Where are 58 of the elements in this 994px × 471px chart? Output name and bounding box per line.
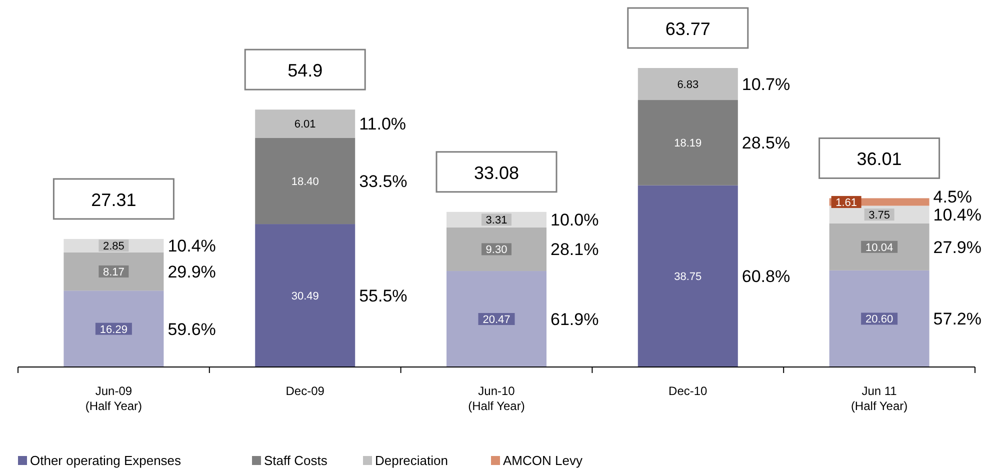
data-label: 20.60: [866, 314, 894, 326]
annotation: 55.5%: [359, 286, 408, 306]
annotation: 10.7%: [742, 75, 790, 94]
legend-label: AMCON Levy: [503, 453, 583, 468]
x-tick-label: Jun-09 (Half Year): [85, 384, 142, 413]
bar: [638, 100, 738, 186]
annotation: 33.5%: [359, 172, 408, 191]
data-label: 6.83: [677, 79, 699, 92]
data-label: 3.75: [868, 210, 890, 222]
total-label: 27.31: [91, 190, 136, 210]
annotation: 57.2%: [933, 310, 982, 329]
data-label: 10.04: [866, 242, 894, 254]
data-label: 1.61: [836, 196, 858, 209]
annotation: 28.5%: [742, 134, 790, 153]
annotation: 28.1%: [550, 240, 599, 260]
total-label: 63.77: [665, 19, 710, 39]
x-tick-label: Dec-09: [286, 384, 325, 398]
bar: [829, 223, 930, 270]
data-label: 6.01: [294, 118, 316, 131]
data-label: 2.85: [102, 240, 124, 253]
annotation: 29.9%: [168, 262, 216, 282]
data-label: 9.30: [486, 244, 508, 256]
bar: [255, 110, 356, 138]
total-label: 33.08: [474, 162, 520, 183]
legend-label: Staff Costs: [264, 453, 328, 468]
x-tick-label: Dec-10: [668, 384, 708, 398]
annotation: 10.4%: [168, 236, 216, 256]
data-label: 30.49: [291, 290, 319, 303]
data-label: 18.19: [674, 138, 702, 150]
bar: [446, 271, 546, 367]
legend-label: Other operating Expenses: [30, 453, 182, 468]
annotation: 27.9%: [933, 238, 982, 257]
total-label: 36.01: [856, 149, 902, 170]
bar: [638, 185, 738, 367]
annotation: 4.5%: [933, 188, 972, 207]
data-label: 3.31: [486, 214, 508, 227]
annotation: 59.6%: [168, 320, 216, 339]
annotation: 61.9%: [550, 310, 599, 330]
total-label: 54.9: [288, 60, 323, 81]
bar: [255, 138, 356, 224]
annotation: 10.0%: [550, 210, 599, 230]
bar: [64, 290, 164, 367]
data-label: 18.40: [291, 176, 319, 188]
data-label: 20.47: [482, 314, 510, 326]
bar: [638, 68, 738, 100]
annotation: 11.0%: [359, 114, 406, 134]
x-tick-label: Jun-10 (Half Year): [468, 384, 525, 413]
x-tick-label: Jun 11 (Half Year): [850, 384, 908, 413]
data-label: 8.17: [102, 266, 124, 278]
annotation: 10.4%: [933, 206, 982, 225]
data-label: 16.29: [100, 324, 128, 336]
bar: [64, 252, 164, 291]
legend-label: Depreciation: [375, 453, 448, 468]
bar: [829, 270, 930, 367]
bar: [255, 224, 356, 367]
bar: [446, 227, 546, 272]
data-label: 38.75: [674, 271, 702, 284]
annotation: 60.8%: [742, 267, 790, 286]
